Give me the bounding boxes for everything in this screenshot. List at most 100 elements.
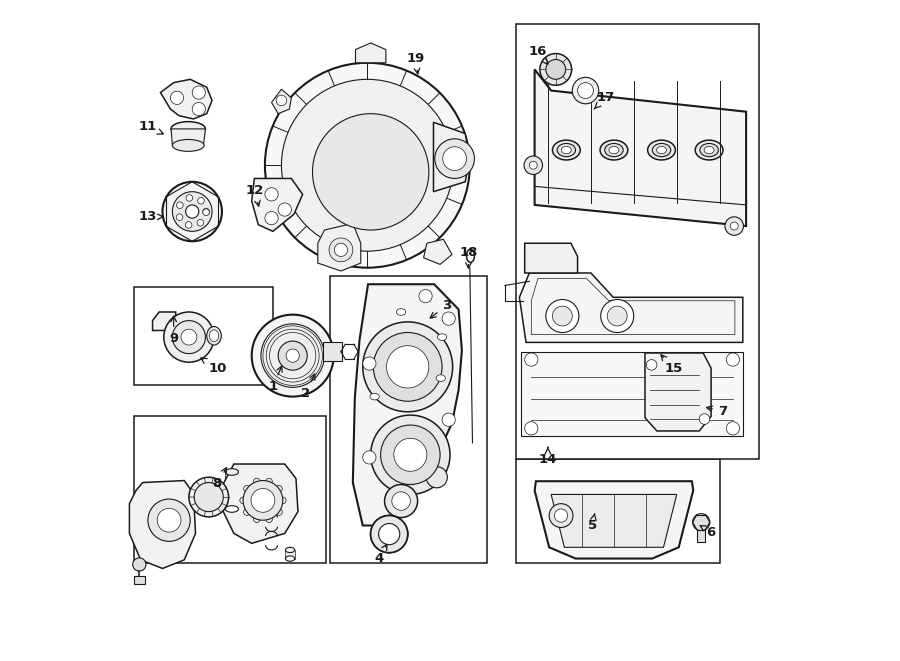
- Ellipse shape: [704, 146, 714, 153]
- Circle shape: [193, 86, 205, 99]
- Circle shape: [545, 299, 579, 332]
- Text: 4: 4: [374, 544, 387, 565]
- Polygon shape: [153, 312, 176, 330]
- Polygon shape: [551, 494, 677, 547]
- Circle shape: [418, 290, 432, 303]
- Circle shape: [600, 299, 634, 332]
- Text: 12: 12: [246, 184, 264, 206]
- Circle shape: [572, 77, 598, 104]
- Text: 5: 5: [588, 514, 597, 532]
- Polygon shape: [353, 284, 462, 525]
- Circle shape: [540, 54, 572, 85]
- Circle shape: [693, 514, 710, 531]
- Circle shape: [266, 516, 273, 523]
- Text: 8: 8: [212, 467, 227, 490]
- Ellipse shape: [436, 375, 446, 381]
- Ellipse shape: [695, 140, 723, 160]
- Circle shape: [261, 324, 324, 387]
- Bar: [134, 416, 326, 563]
- Text: 11: 11: [138, 120, 163, 134]
- Circle shape: [442, 312, 455, 325]
- Bar: [285, 550, 294, 559]
- Circle shape: [266, 478, 273, 485]
- Circle shape: [278, 203, 292, 216]
- Circle shape: [392, 492, 410, 510]
- Ellipse shape: [285, 556, 294, 561]
- Ellipse shape: [600, 140, 628, 160]
- Polygon shape: [160, 79, 212, 119]
- Circle shape: [363, 451, 376, 464]
- Text: 18: 18: [459, 246, 478, 268]
- Circle shape: [545, 59, 566, 79]
- Circle shape: [193, 102, 205, 116]
- Text: 19: 19: [407, 52, 425, 74]
- Circle shape: [265, 212, 278, 225]
- Circle shape: [202, 208, 210, 215]
- Ellipse shape: [397, 309, 406, 315]
- Bar: [323, 342, 342, 361]
- Circle shape: [443, 147, 466, 171]
- Circle shape: [189, 477, 229, 517]
- Circle shape: [442, 413, 455, 426]
- Circle shape: [371, 415, 450, 494]
- Polygon shape: [424, 239, 452, 264]
- Circle shape: [275, 485, 283, 492]
- Circle shape: [554, 509, 568, 522]
- Text: 16: 16: [528, 45, 548, 64]
- Circle shape: [194, 483, 223, 512]
- Circle shape: [164, 312, 214, 362]
- Ellipse shape: [225, 506, 238, 512]
- Polygon shape: [318, 223, 361, 271]
- Circle shape: [132, 558, 146, 571]
- Circle shape: [608, 306, 627, 326]
- Circle shape: [252, 315, 334, 397]
- Polygon shape: [356, 43, 386, 63]
- Circle shape: [197, 219, 203, 226]
- Text: 9: 9: [169, 316, 178, 345]
- Text: 2: 2: [302, 374, 315, 400]
- Ellipse shape: [700, 143, 718, 157]
- Circle shape: [251, 488, 274, 512]
- Ellipse shape: [173, 139, 204, 151]
- Circle shape: [553, 306, 572, 326]
- Circle shape: [699, 414, 710, 424]
- Ellipse shape: [553, 140, 580, 160]
- Circle shape: [578, 83, 593, 98]
- Ellipse shape: [557, 143, 576, 157]
- Bar: [516, 24, 760, 459]
- Circle shape: [363, 322, 453, 412]
- Circle shape: [529, 161, 537, 169]
- Circle shape: [435, 139, 474, 178]
- Circle shape: [363, 357, 376, 370]
- Circle shape: [185, 205, 199, 218]
- Circle shape: [549, 504, 573, 527]
- Text: 13: 13: [138, 210, 163, 223]
- Circle shape: [265, 63, 470, 268]
- Circle shape: [239, 497, 247, 504]
- Polygon shape: [223, 464, 298, 543]
- Bar: [516, 459, 720, 563]
- Circle shape: [646, 360, 657, 370]
- Circle shape: [185, 221, 192, 228]
- Circle shape: [254, 478, 260, 485]
- Circle shape: [312, 114, 428, 230]
- Ellipse shape: [285, 547, 294, 553]
- Circle shape: [198, 198, 204, 204]
- Circle shape: [280, 497, 286, 504]
- Circle shape: [334, 243, 347, 256]
- Circle shape: [148, 499, 190, 541]
- Circle shape: [243, 481, 283, 520]
- Ellipse shape: [225, 469, 238, 475]
- Circle shape: [158, 508, 181, 532]
- Bar: [134, 576, 145, 584]
- Ellipse shape: [657, 146, 667, 153]
- Bar: [225, 472, 238, 509]
- Ellipse shape: [652, 143, 670, 157]
- Circle shape: [202, 209, 210, 215]
- Polygon shape: [535, 481, 693, 559]
- Circle shape: [386, 346, 428, 388]
- Text: 17: 17: [594, 91, 615, 109]
- Polygon shape: [521, 352, 742, 436]
- Circle shape: [725, 217, 743, 235]
- Circle shape: [276, 95, 287, 106]
